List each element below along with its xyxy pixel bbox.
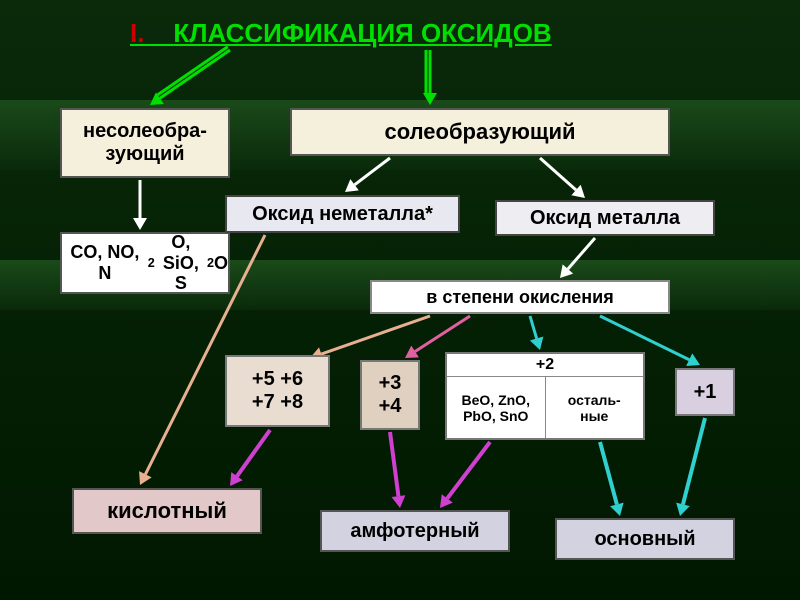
diagram-stage: I. КЛАССИФИКАЦИЯ ОКСИДОВ несолеобра- зую… bbox=[0, 0, 800, 600]
box-nonmetalOxide: Оксид неметалла* bbox=[225, 195, 460, 233]
box-metalOxide: Оксид металла bbox=[495, 200, 715, 236]
box-oxidState: в степени окисления bbox=[370, 280, 670, 314]
box-nonSaltForming: несолеобра- зующий bbox=[60, 108, 230, 178]
box-plus2: +2BeO, ZnO, PbO, SnOосталь- ные bbox=[445, 352, 645, 440]
title-text: КЛАССИФИКАЦИЯ ОКСИДОВ bbox=[173, 18, 551, 48]
page-title: I. КЛАССИФИКАЦИЯ ОКСИДОВ bbox=[130, 18, 552, 49]
box-plus34: +3 +4 bbox=[360, 360, 420, 430]
box-plus56: +5 +6 +7 +8 bbox=[225, 355, 330, 427]
plus2-others: осталь- ные bbox=[546, 377, 644, 438]
box-basic: основный bbox=[555, 518, 735, 560]
box-plus1: +1 bbox=[675, 368, 735, 416]
box-nonSaltExamples: CO, NO, N2O,SiO, S2O bbox=[60, 232, 230, 294]
plus2-examples: BeO, ZnO, PbO, SnO bbox=[447, 377, 546, 438]
plus2-header: +2 bbox=[447, 354, 643, 377]
title-roman: I. bbox=[130, 18, 144, 48]
box-acidic: кислотный bbox=[72, 488, 262, 534]
box-saltForming: солеобразующий bbox=[290, 108, 670, 156]
box-amphoteric: амфотерный bbox=[320, 510, 510, 552]
